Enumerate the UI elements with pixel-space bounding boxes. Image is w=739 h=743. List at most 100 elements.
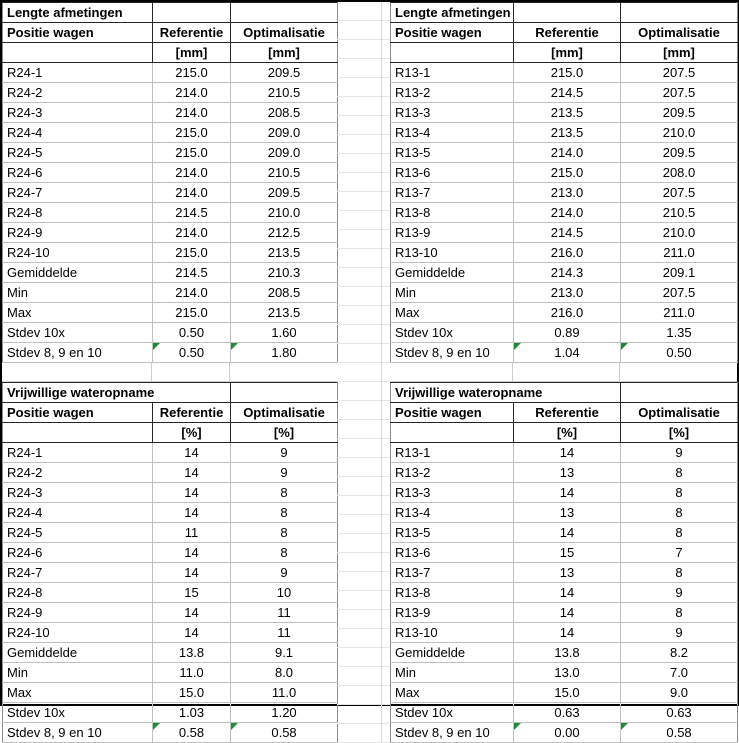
empty-cell[interactable] [152, 2, 231, 23]
optimalisatie-value-cell[interactable]: 1.80 [230, 342, 338, 363]
optimalisatie-value-cell[interactable]: 8 [230, 502, 339, 523]
referentie-value-cell[interactable]: 14 [512, 602, 622, 623]
optimalisatie-value-cell[interactable]: 8 [230, 542, 339, 563]
row-label-cell[interactable]: R13-6 [390, 542, 514, 563]
referentie-value-cell[interactable]: 214.0 [513, 202, 621, 223]
optimalisatie-value-cell[interactable]: 1.35 [620, 322, 738, 343]
optimalisatie-value-cell[interactable]: 207.5 [620, 82, 738, 103]
row-label-cell[interactable]: R24-5 [2, 522, 153, 543]
referentie-value-cell[interactable]: 14 [512, 442, 622, 463]
referentie-value-cell[interactable]: 214.0 [513, 142, 621, 163]
column-header-cell[interactable]: Optimalisatie [620, 402, 739, 423]
units-cell[interactable]: [%] [230, 422, 339, 443]
optimalisatie-value-cell[interactable]: 208.0 [620, 162, 738, 183]
row-label-cell[interactable]: R13-7 [390, 562, 514, 583]
referentie-value-cell[interactable]: 14 [151, 602, 232, 623]
empty-cell[interactable] [390, 42, 514, 63]
referentie-value-cell[interactable]: 214.0 [152, 102, 231, 123]
optimalisatie-value-cell[interactable]: 0.58 [620, 722, 739, 743]
optimalisatie-value-cell[interactable]: 209.5 [230, 182, 338, 203]
row-label-cell[interactable]: Min [390, 282, 514, 303]
optimalisatie-value-cell[interactable]: 208.5 [230, 282, 338, 303]
optimalisatie-value-cell[interactable]: 9.0 [620, 682, 739, 703]
optimalisatie-value-cell[interactable]: 11 [230, 622, 339, 643]
row-label-cell[interactable]: Min [2, 282, 153, 303]
row-label-cell[interactable]: R24-4 [2, 122, 153, 143]
referentie-value-cell[interactable]: 14 [151, 442, 232, 463]
empty-cell[interactable] [620, 382, 739, 403]
row-label-cell[interactable]: R13-2 [390, 82, 514, 103]
referentie-value-cell[interactable]: 13.8 [151, 642, 232, 663]
referentie-value-cell[interactable]: 13.8 [512, 642, 622, 663]
optimalisatie-value-cell[interactable]: 1.60 [230, 322, 338, 343]
row-label-cell[interactable]: R13-10 [390, 242, 514, 263]
row-label-cell[interactable]: R13-8 [390, 202, 514, 223]
referentie-value-cell[interactable]: 214.5 [513, 82, 621, 103]
units-cell[interactable]: [%] [512, 422, 622, 443]
referentie-value-cell[interactable]: 215.0 [152, 62, 231, 83]
referentie-value-cell[interactable]: 14 [151, 562, 232, 583]
optimalisatie-value-cell[interactable]: 0.50 [620, 342, 738, 363]
referentie-value-cell[interactable]: 214.3 [513, 262, 621, 283]
referentie-value-cell[interactable]: 214.0 [152, 282, 231, 303]
referentie-value-cell[interactable]: 14 [512, 622, 622, 643]
optimalisatie-value-cell[interactable]: 210.3 [230, 262, 338, 283]
referentie-value-cell[interactable]: 14 [151, 502, 232, 523]
referentie-value-cell[interactable]: 13.0 [512, 662, 622, 683]
row-label-cell[interactable]: Stdev 8, 9 en 10 [390, 342, 514, 363]
units-cell[interactable]: [mm] [230, 42, 338, 63]
referentie-value-cell[interactable]: 213.5 [513, 102, 621, 123]
referentie-value-cell[interactable]: 0.50 [152, 342, 231, 363]
row-label-cell[interactable]: R13-9 [390, 222, 514, 243]
referentie-value-cell[interactable]: 216.0 [513, 302, 621, 323]
row-label-cell[interactable]: R13-5 [390, 522, 514, 543]
units-cell[interactable]: [%] [151, 422, 232, 443]
row-label-cell[interactable]: R24-10 [2, 242, 153, 263]
optimalisatie-value-cell[interactable]: 0.58 [230, 722, 339, 743]
referentie-value-cell[interactable]: 15 [151, 582, 232, 603]
optimalisatie-value-cell[interactable]: 207.5 [620, 62, 738, 83]
row-label-cell[interactable]: R24-10 [2, 622, 153, 643]
optimalisatie-value-cell[interactable]: 9 [620, 622, 739, 643]
units-cell[interactable]: [mm] [620, 42, 738, 63]
referentie-value-cell[interactable]: 215.0 [513, 162, 621, 183]
row-label-cell[interactable]: R13-8 [390, 582, 514, 603]
referentie-value-cell[interactable]: 214.0 [152, 162, 231, 183]
empty-cell[interactable] [390, 422, 514, 443]
column-header-cell[interactable]: Optimalisatie [230, 402, 339, 423]
row-label-cell[interactable]: Gemiddelde [390, 262, 514, 283]
row-label-cell[interactable]: Min [2, 662, 153, 683]
column-header-cell[interactable]: Optimalisatie [230, 22, 338, 43]
optimalisatie-value-cell[interactable]: 211.0 [620, 302, 738, 323]
optimalisatie-value-cell[interactable]: 8 [620, 462, 739, 483]
row-label-cell[interactable]: R24-5 [2, 142, 153, 163]
referentie-value-cell[interactable]: 214.0 [152, 82, 231, 103]
row-label-cell[interactable]: R24-6 [2, 542, 153, 563]
column-header-cell[interactable]: Optimalisatie [620, 22, 738, 43]
empty-cell[interactable] [230, 382, 339, 403]
optimalisatie-value-cell[interactable]: 209.1 [620, 262, 738, 283]
row-label-cell[interactable]: Max [2, 302, 153, 323]
units-cell[interactable]: [mm] [513, 42, 621, 63]
table-title-cell[interactable]: Vrijwillige wateropname [1, 382, 232, 403]
optimalisatie-value-cell[interactable]: 9 [620, 442, 739, 463]
referentie-value-cell[interactable]: 214.0 [152, 222, 231, 243]
row-label-cell[interactable]: Stdev 8, 9 en 10 [2, 342, 153, 363]
optimalisatie-value-cell[interactable]: 207.5 [620, 182, 738, 203]
referentie-value-cell[interactable]: 216.0 [513, 242, 621, 263]
column-header-cell[interactable]: Referentie [151, 402, 232, 423]
optimalisatie-value-cell[interactable]: 209.5 [620, 102, 738, 123]
column-header-cell[interactable]: Referentie [512, 402, 622, 423]
referentie-value-cell[interactable]: 214.5 [152, 202, 231, 223]
row-label-cell[interactable]: R24-4 [2, 502, 153, 523]
column-header-cell[interactable]: Positie wagen [390, 22, 514, 43]
row-label-cell[interactable]: Gemiddelde [2, 262, 153, 283]
row-label-cell[interactable]: R24-2 [2, 82, 153, 103]
row-label-cell[interactable]: R24-7 [2, 562, 153, 583]
optimalisatie-value-cell[interactable]: 212.5 [230, 222, 338, 243]
row-label-cell[interactable]: Stdev 10x [2, 322, 153, 343]
row-label-cell[interactable]: R13-3 [390, 482, 514, 503]
optimalisatie-value-cell[interactable]: 9 [230, 462, 339, 483]
row-label-cell[interactable]: R24-3 [2, 482, 153, 503]
optimalisatie-value-cell[interactable]: 8.2 [620, 642, 739, 663]
